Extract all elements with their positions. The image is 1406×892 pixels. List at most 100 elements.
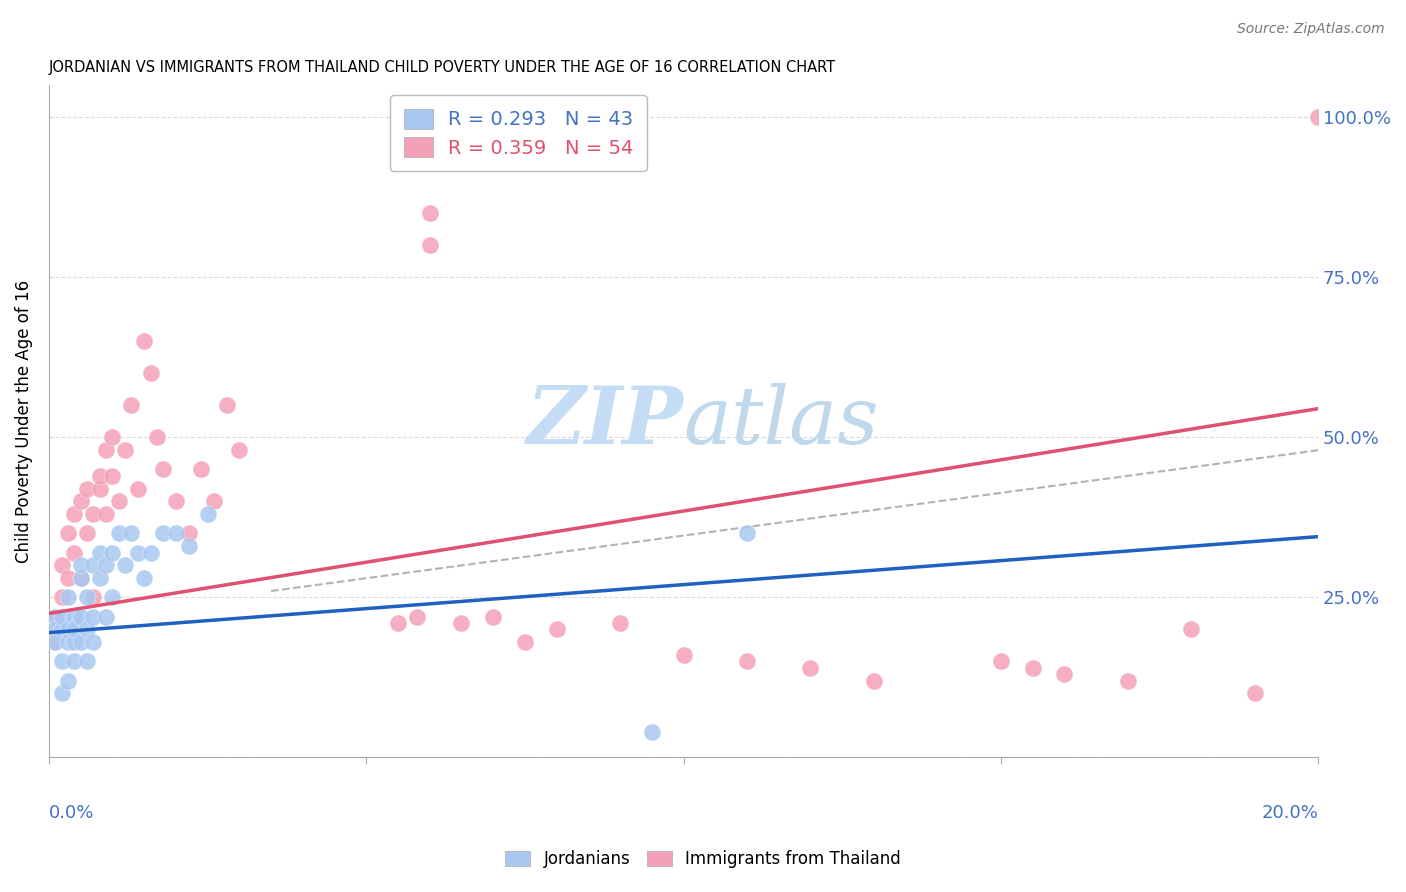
Point — [89, 571, 111, 585]
Point — [51, 591, 73, 605]
Point — [672, 648, 695, 662]
Point — [641, 724, 664, 739]
Point — [63, 507, 86, 521]
Point — [127, 482, 149, 496]
Point — [56, 591, 79, 605]
Point — [56, 526, 79, 541]
Point — [82, 591, 104, 605]
Point — [146, 430, 169, 444]
Point — [165, 526, 187, 541]
Point — [387, 615, 409, 630]
Point — [1021, 661, 1043, 675]
Point — [101, 591, 124, 605]
Point — [82, 558, 104, 573]
Point — [94, 609, 117, 624]
Point — [101, 430, 124, 444]
Point — [51, 623, 73, 637]
Point — [82, 507, 104, 521]
Point — [89, 468, 111, 483]
Point — [76, 623, 98, 637]
Point — [134, 571, 156, 585]
Point — [799, 661, 821, 675]
Point — [197, 507, 219, 521]
Point — [735, 654, 758, 668]
Text: atlas: atlas — [683, 383, 879, 460]
Point — [44, 609, 66, 624]
Text: 20.0%: 20.0% — [1261, 805, 1319, 822]
Point — [56, 635, 79, 649]
Point — [76, 526, 98, 541]
Point — [735, 526, 758, 541]
Point — [56, 571, 79, 585]
Point — [94, 507, 117, 521]
Legend: R = 0.293   N = 43, R = 0.359   N = 54: R = 0.293 N = 43, R = 0.359 N = 54 — [389, 95, 647, 171]
Point — [139, 367, 162, 381]
Point — [482, 609, 505, 624]
Y-axis label: Child Poverty Under the Age of 16: Child Poverty Under the Age of 16 — [15, 280, 32, 563]
Point — [863, 673, 886, 688]
Legend: Jordanians, Immigrants from Thailand: Jordanians, Immigrants from Thailand — [498, 844, 908, 875]
Point — [63, 609, 86, 624]
Point — [44, 635, 66, 649]
Point — [609, 615, 631, 630]
Point — [1116, 673, 1139, 688]
Point — [69, 558, 91, 573]
Point — [69, 571, 91, 585]
Point — [51, 558, 73, 573]
Point — [63, 654, 86, 668]
Point — [121, 399, 143, 413]
Point — [177, 539, 200, 553]
Point — [76, 654, 98, 668]
Point — [419, 206, 441, 220]
Point — [82, 609, 104, 624]
Point — [513, 635, 536, 649]
Point — [89, 482, 111, 496]
Point — [69, 494, 91, 508]
Point — [69, 571, 91, 585]
Point — [114, 443, 136, 458]
Text: 0.0%: 0.0% — [49, 805, 94, 822]
Point — [1308, 111, 1330, 125]
Point — [177, 526, 200, 541]
Text: ZIP: ZIP — [527, 383, 683, 460]
Point — [76, 482, 98, 496]
Point — [406, 609, 429, 624]
Point — [51, 654, 73, 668]
Point — [107, 526, 129, 541]
Point — [44, 635, 66, 649]
Point — [82, 635, 104, 649]
Point — [101, 546, 124, 560]
Point — [63, 546, 86, 560]
Point — [1180, 623, 1202, 637]
Point — [127, 546, 149, 560]
Point — [419, 238, 441, 252]
Point — [69, 609, 91, 624]
Point — [228, 443, 250, 458]
Point — [1053, 667, 1076, 681]
Point — [121, 526, 143, 541]
Point — [56, 623, 79, 637]
Point — [152, 462, 174, 476]
Text: Source: ZipAtlas.com: Source: ZipAtlas.com — [1237, 22, 1385, 37]
Point — [76, 591, 98, 605]
Point — [190, 462, 212, 476]
Point — [94, 443, 117, 458]
Point — [139, 546, 162, 560]
Point — [63, 623, 86, 637]
Point — [114, 558, 136, 573]
Point — [51, 686, 73, 700]
Point — [94, 558, 117, 573]
Point — [134, 334, 156, 349]
Text: JORDANIAN VS IMMIGRANTS FROM THAILAND CHILD POVERTY UNDER THE AGE OF 16 CORRELAT: JORDANIAN VS IMMIGRANTS FROM THAILAND CH… — [49, 60, 837, 75]
Point — [44, 623, 66, 637]
Point — [215, 399, 238, 413]
Point — [165, 494, 187, 508]
Point — [69, 635, 91, 649]
Point — [51, 609, 73, 624]
Point — [44, 609, 66, 624]
Point — [450, 615, 472, 630]
Point — [63, 635, 86, 649]
Point — [152, 526, 174, 541]
Point — [1243, 686, 1265, 700]
Point — [990, 654, 1012, 668]
